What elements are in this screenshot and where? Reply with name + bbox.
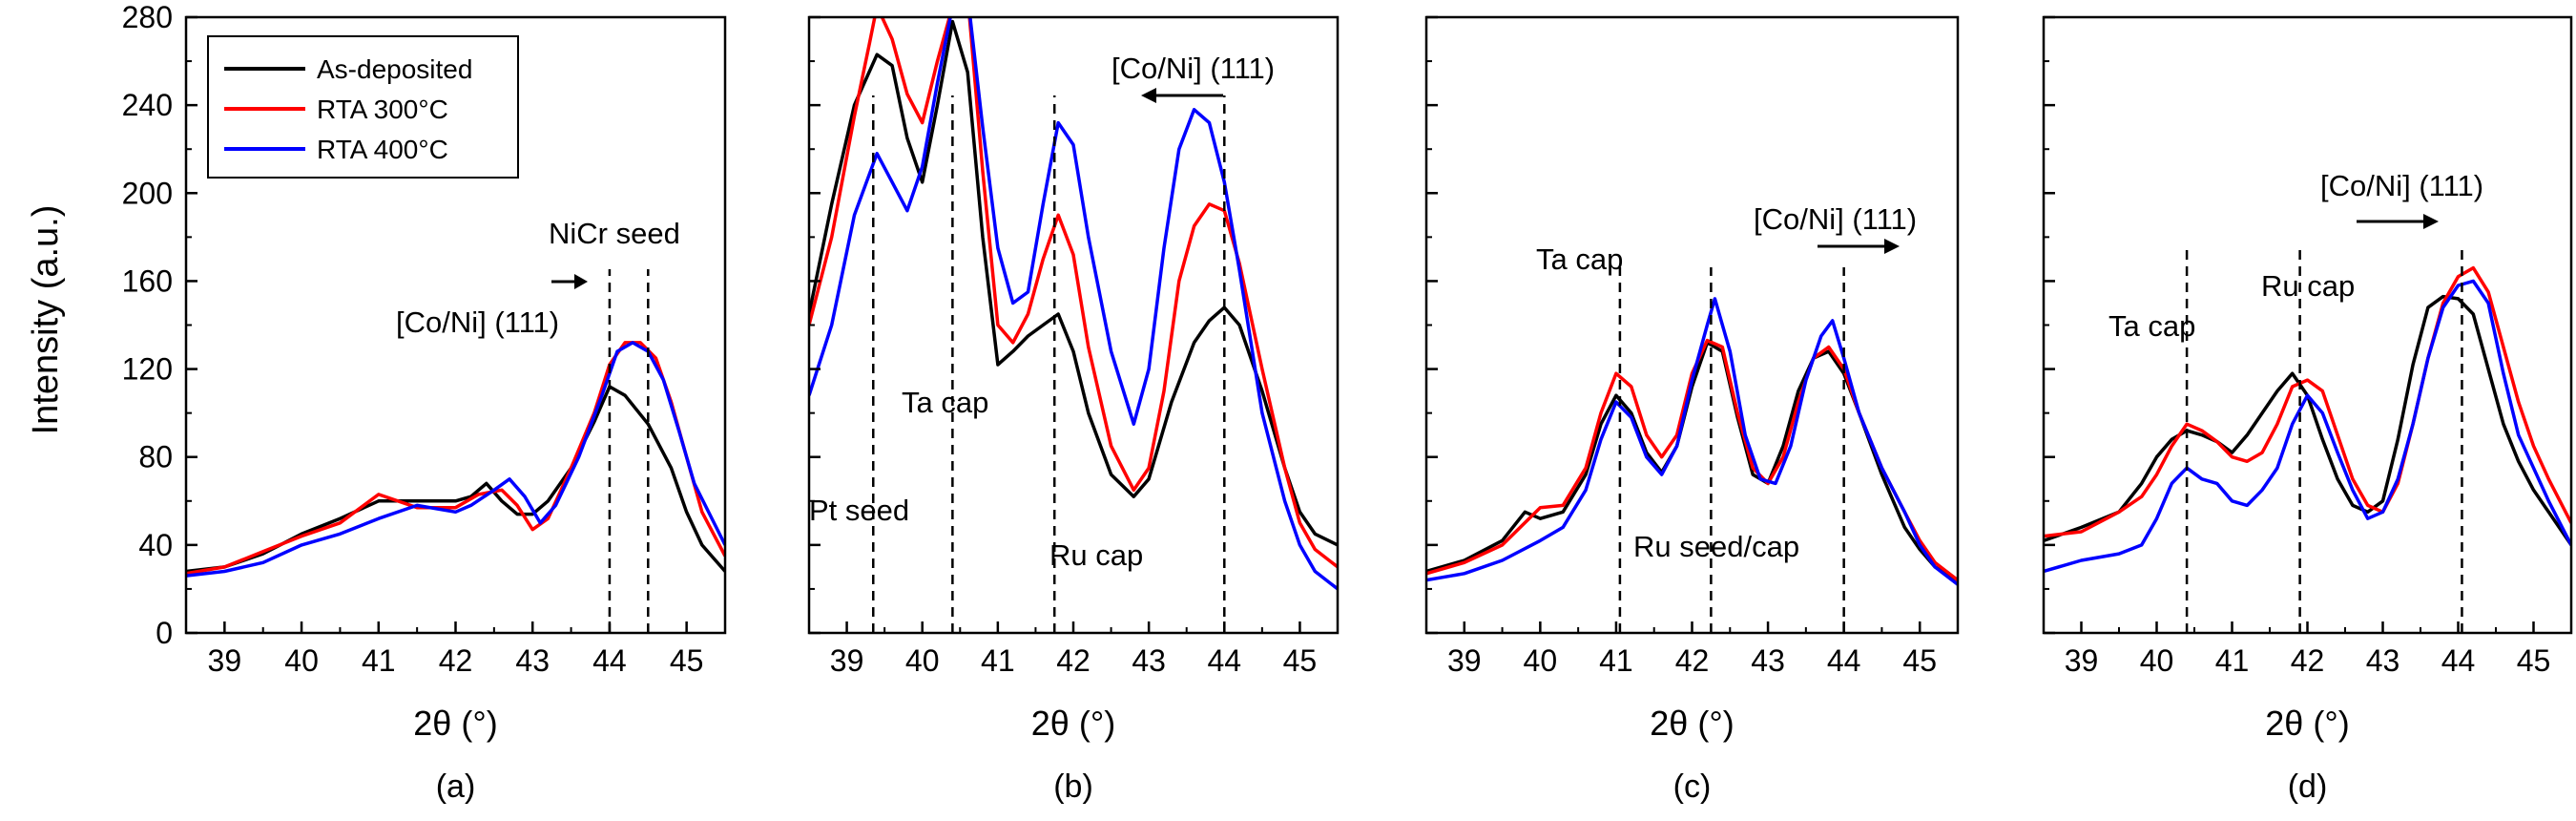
y-axis-title: Intensity (a.u.) xyxy=(26,205,66,435)
panel-a-annotations: NiCr seed [Co/Ni] (111) xyxy=(396,217,680,339)
y-tick-label: 240 xyxy=(122,88,173,122)
x-axis-title: 2θ (°) xyxy=(1650,704,1734,743)
x-tick-label: 39 xyxy=(208,643,242,678)
x-tick-label: 42 xyxy=(2291,643,2325,678)
pt-seed-label: Pt seed xyxy=(809,494,909,527)
x-tick-label: 43 xyxy=(1132,643,1166,678)
series-line-rta-300-c xyxy=(186,341,725,576)
co-ni-peak-label-c: [Co/Ni] (111) xyxy=(1754,202,1917,236)
panel-b-annotations: [Co/Ni] (111) Ta cap Pt seed Ru cap xyxy=(809,52,1275,572)
ta-cap-label-c: Ta cap xyxy=(1536,242,1623,276)
x-tick-label: 42 xyxy=(1056,643,1091,678)
svg-text:RTA 400°C: RTA 400°C xyxy=(317,135,448,164)
x-tick-label: 41 xyxy=(1599,643,1633,678)
co-ni-peak-label-a: [Co/Ni] (111) xyxy=(396,305,559,339)
x-tick-label: 44 xyxy=(1207,643,1241,678)
y-tick-label: 0 xyxy=(156,616,173,650)
legend-item-as-deposited: As-deposited xyxy=(224,54,472,84)
x-tick-label: 41 xyxy=(362,643,396,678)
series-line-rta-300-c xyxy=(809,17,1338,569)
series-line-rta-400-c xyxy=(1426,297,1958,586)
ru-cap-label-d: Ru cap xyxy=(2261,269,2355,303)
y-tick-label: 120 xyxy=(122,352,173,387)
legend-item-rta-400: RTA 400°C xyxy=(224,135,448,164)
x-tick-label: 44 xyxy=(2441,643,2476,678)
panel-label: (c) xyxy=(1673,768,1712,805)
x-tick-label: 41 xyxy=(2215,643,2250,678)
x-tick-label: 39 xyxy=(1447,643,1482,678)
ta-cap-label-d: Ta cap xyxy=(2109,309,2195,343)
arrow-right-icon xyxy=(551,274,588,289)
legend: As-deposited RTA 300°C RTA 400°C xyxy=(207,35,519,179)
x-tick-label: 40 xyxy=(284,643,319,678)
series-line-as-deposited xyxy=(809,19,1338,547)
series-line-as-deposited xyxy=(186,385,725,574)
series-line-rta-400-c xyxy=(2044,279,2571,574)
panel-label: (b) xyxy=(1053,768,1093,805)
panel-c: 39 40 41 42 43 44 45 2θ (°) (c) xyxy=(1424,15,1960,805)
series-line-rta-400-c xyxy=(809,17,1338,591)
panel-label: (a) xyxy=(436,768,476,805)
co-ni-peak-label-b: [Co/Ni] (111) xyxy=(1111,52,1275,85)
panel-d-annotations: [Co/Ni] (111) Ru cap Ta cap xyxy=(2109,169,2483,343)
y-tick-label: 40 xyxy=(138,528,173,562)
series-line-rta-300-c xyxy=(2044,265,2571,538)
x-tick-label: 40 xyxy=(2140,643,2174,678)
x-tick-label: 39 xyxy=(830,643,864,678)
series-line-as-deposited xyxy=(2044,294,2571,546)
series-line-rta-400-c xyxy=(186,341,725,578)
x-tick-label: 42 xyxy=(1675,643,1710,678)
x-tick-label: 45 xyxy=(2517,643,2551,678)
arrow-right-icon xyxy=(1818,239,1900,254)
x-axis-title: 2θ (°) xyxy=(1031,704,1115,743)
svg-text:RTA 300°C: RTA 300°C xyxy=(317,95,448,124)
x-axis-title: 2θ (°) xyxy=(413,704,497,743)
ru-seed-cap-label: Ru seed/cap xyxy=(1633,530,1799,563)
x-tick-label: 39 xyxy=(2065,643,2099,678)
y-tick-label: 280 xyxy=(122,0,173,34)
arrow-left-icon xyxy=(1141,88,1223,103)
y-tick-label: 80 xyxy=(138,440,173,474)
x-tick-label: 43 xyxy=(1751,643,1785,678)
svg-text:As-deposited: As-deposited xyxy=(317,54,472,84)
x-tick-label: 43 xyxy=(2366,643,2400,678)
x-tick-label: 45 xyxy=(1283,643,1318,678)
x-tick-label: 41 xyxy=(981,643,1015,678)
ru-cap-label-b: Ru cap xyxy=(1049,538,1143,572)
x-tick-label: 44 xyxy=(592,643,627,678)
panel-d: 39 40 41 42 43 44 45 2θ (°) (d) xyxy=(2042,15,2573,805)
panel-a: 39 40 41 42 43 44 45 0 40 80 120 160 200 240 280 2θ (°)… xyxy=(122,0,727,805)
y-tick-label: 200 xyxy=(122,176,173,210)
x-tick-label: 40 xyxy=(905,643,940,678)
legend-item-rta-300: RTA 300°C xyxy=(224,95,448,124)
panel-b: 39 40 41 42 43 44 45 2θ (°) (b) xyxy=(807,15,1340,805)
y-tick-label: 160 xyxy=(122,263,173,298)
ta-cap-label-b: Ta cap xyxy=(902,386,988,419)
x-tick-label: 43 xyxy=(515,643,550,678)
x-tick-label: 44 xyxy=(1827,643,1861,678)
x-tick-label: 45 xyxy=(1902,643,1937,678)
x-tick-label: 40 xyxy=(1524,643,1558,678)
panel-c-annotations: Ta cap [Co/Ni] (111) Ru seed/cap xyxy=(1536,202,1917,563)
arrow-right-icon xyxy=(2357,214,2439,229)
nicr-seed-label: NiCr seed xyxy=(549,217,680,250)
x-axis-title: 2θ (°) xyxy=(2265,704,2349,743)
x-tick-label: 42 xyxy=(439,643,473,678)
x-tick-label: 45 xyxy=(670,643,704,678)
co-ni-peak-label-d: [Co/Ni] (111) xyxy=(2320,169,2483,202)
panel-label: (d) xyxy=(2288,768,2328,805)
